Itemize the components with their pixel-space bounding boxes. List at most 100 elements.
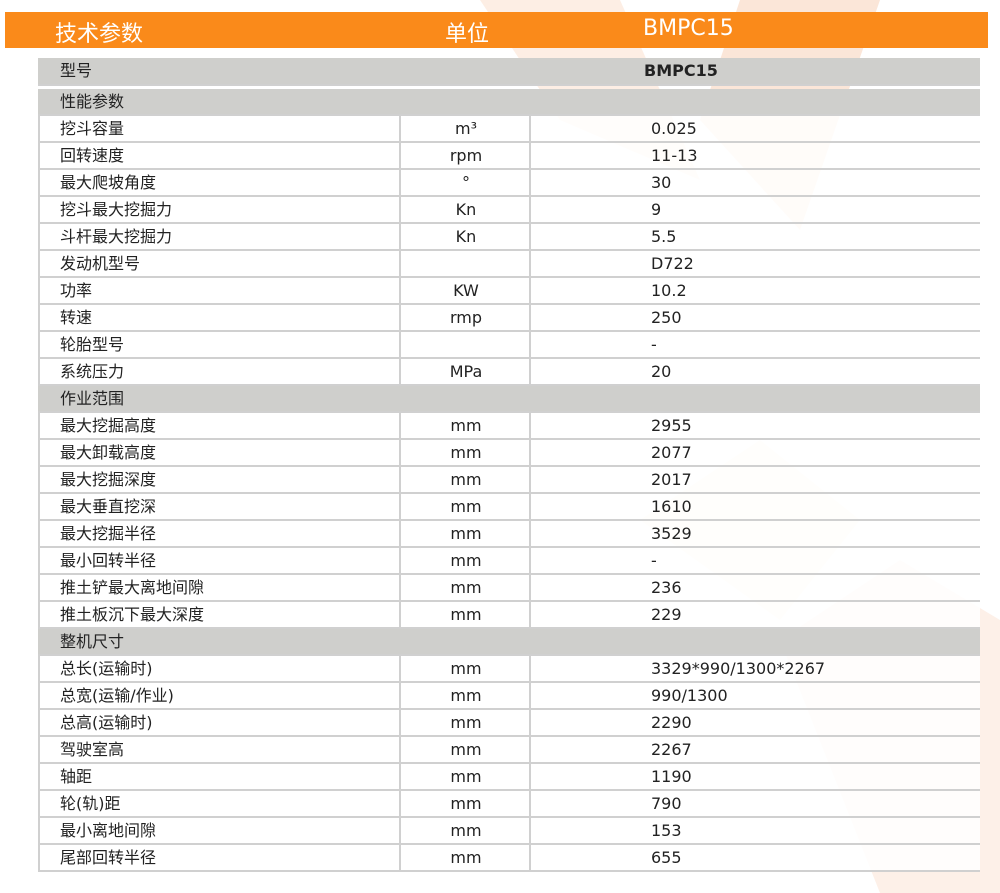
param-name: 最大挖掘高度 [60, 416, 157, 435]
table-row: 发动机型号 D722 [38, 251, 980, 278]
table-row: 挖斗容量 m³ 0.025 [38, 116, 980, 143]
param-value: 11-13 [529, 143, 981, 168]
param-name: 总宽(运输/作业) [60, 686, 174, 705]
table-row: 挖斗最大挖掘力 Kn 9 [38, 197, 980, 224]
section-header: 整机尺寸 [38, 629, 980, 656]
param-unit [399, 332, 531, 357]
param-value: 153 [529, 818, 981, 843]
param-value: 30 [529, 170, 981, 195]
param-name: 轮胎型号 [60, 335, 125, 354]
param-unit: KW [399, 278, 531, 303]
param-value: 2290 [529, 710, 981, 735]
param-unit: mm [399, 548, 531, 573]
table-row: 最大挖掘半径 mm 3529 [38, 521, 980, 548]
param-name: 最大挖掘半径 [60, 524, 157, 543]
table-row: 最小回转半径 mm - [38, 548, 980, 575]
param-name: 系统压力 [60, 362, 125, 381]
table-row: 最大挖掘深度 mm 2017 [38, 467, 980, 494]
table-row: 推土板沉下最大深度 mm 229 [38, 602, 980, 629]
param-value: 0.025 [529, 116, 981, 141]
param-value: 2267 [529, 737, 981, 762]
table-row: 功率 KW 10.2 [38, 278, 980, 305]
table-row: 驾驶室高 mm 2267 [38, 737, 980, 764]
param-unit: mm [399, 818, 531, 843]
param-unit: mm [399, 467, 531, 492]
section-title: 作业范围 [60, 389, 125, 408]
table-row: 总宽(运输/作业) mm 990/1300 [38, 683, 980, 710]
param-name: 挖斗最大挖掘力 [60, 200, 173, 219]
model-label: 型号 [60, 61, 93, 80]
param-unit: mm [399, 575, 531, 600]
param-value: 3529 [529, 521, 981, 546]
param-name: 推土铲最大离地间隙 [60, 578, 205, 597]
table-row: 推土铲最大离地间隙 mm 236 [38, 575, 980, 602]
table-row: 最大爬坡角度 ° 30 [38, 170, 980, 197]
table-row: 最大卸载高度 mm 2077 [38, 440, 980, 467]
section-header: 作业范围 [38, 386, 980, 413]
param-value: 2077 [529, 440, 981, 465]
param-value: - [529, 332, 981, 357]
param-unit: m³ [399, 116, 531, 141]
param-unit: mm [399, 845, 531, 870]
param-name: 发动机型号 [60, 254, 141, 273]
param-unit: ° [399, 170, 531, 195]
param-unit: mm [399, 413, 531, 438]
table-row: 转速 rmp 250 [38, 305, 980, 332]
param-unit: rmp [399, 305, 531, 330]
param-unit: mm [399, 521, 531, 546]
param-unit: mm [399, 683, 531, 708]
table-row: 最大挖掘高度 mm 2955 [38, 413, 980, 440]
param-unit [399, 251, 531, 276]
param-name: 最大卸载高度 [60, 443, 157, 462]
param-name: 尾部回转半径 [60, 848, 157, 867]
param-name: 轴距 [60, 767, 93, 786]
table-row: 总高(运输时) mm 2290 [38, 710, 980, 737]
param-unit: mm [399, 764, 531, 789]
table-row: 斗杆最大挖掘力 Kn 5.5 [38, 224, 980, 251]
param-unit: mm [399, 656, 531, 681]
param-unit: mm [399, 710, 531, 735]
param-unit: mm [399, 494, 531, 519]
param-value: 1610 [529, 494, 981, 519]
table-row: 最小离地间隙 mm 153 [38, 818, 980, 845]
param-name: 驾驶室高 [60, 740, 125, 759]
table-row: 系统压力 MPa 20 [38, 359, 980, 386]
table-header: 技术参数 单位 BMPC15 [5, 12, 988, 48]
section-title: 性能参数 [60, 92, 125, 111]
param-name: 总高(运输时) [60, 713, 153, 732]
table-row: 回转速度 rpm 11-13 [38, 143, 980, 170]
table-row: 轮(轨)距 mm 790 [38, 791, 980, 818]
param-value: 2955 [529, 413, 981, 438]
param-name: 总长(运输时) [60, 659, 153, 678]
param-name: 轮(轨)距 [60, 794, 121, 813]
param-value: 990/1300 [529, 683, 981, 708]
model-value: BMPC15 [644, 61, 718, 80]
param-unit: mm [399, 791, 531, 816]
param-name: 最大垂直挖深 [60, 497, 157, 516]
header-unit: 单位 [445, 22, 490, 47]
param-value: 10.2 [529, 278, 981, 303]
param-name: 回转速度 [60, 146, 125, 165]
param-name: 最大爬坡角度 [60, 173, 157, 192]
param-unit: rpm [399, 143, 531, 168]
param-value: 250 [529, 305, 981, 330]
param-name: 推土板沉下最大深度 [60, 605, 205, 624]
param-name: 斗杆最大挖掘力 [60, 227, 173, 246]
param-value: 1190 [529, 764, 981, 789]
param-name: 最大挖掘深度 [60, 470, 157, 489]
param-value: 236 [529, 575, 981, 600]
model-row: 型号 BMPC15 [38, 58, 980, 86]
table-row: 尾部回转半径 mm 655 [38, 845, 980, 872]
param-name: 最小离地间隙 [60, 821, 157, 840]
param-value: D722 [529, 251, 981, 276]
param-value: 655 [529, 845, 981, 870]
param-value: 229 [529, 602, 981, 627]
param-value: 5.5 [529, 224, 981, 249]
table-row: 轴距 mm 1190 [38, 764, 980, 791]
param-unit: Kn [399, 197, 531, 222]
param-name: 转速 [60, 308, 93, 327]
param-name: 最小回转半径 [60, 551, 157, 570]
param-unit: mm [399, 602, 531, 627]
param-unit: MPa [399, 359, 531, 384]
table-row: 总长(运输时) mm 3329*990/1300*2267 [38, 656, 980, 683]
